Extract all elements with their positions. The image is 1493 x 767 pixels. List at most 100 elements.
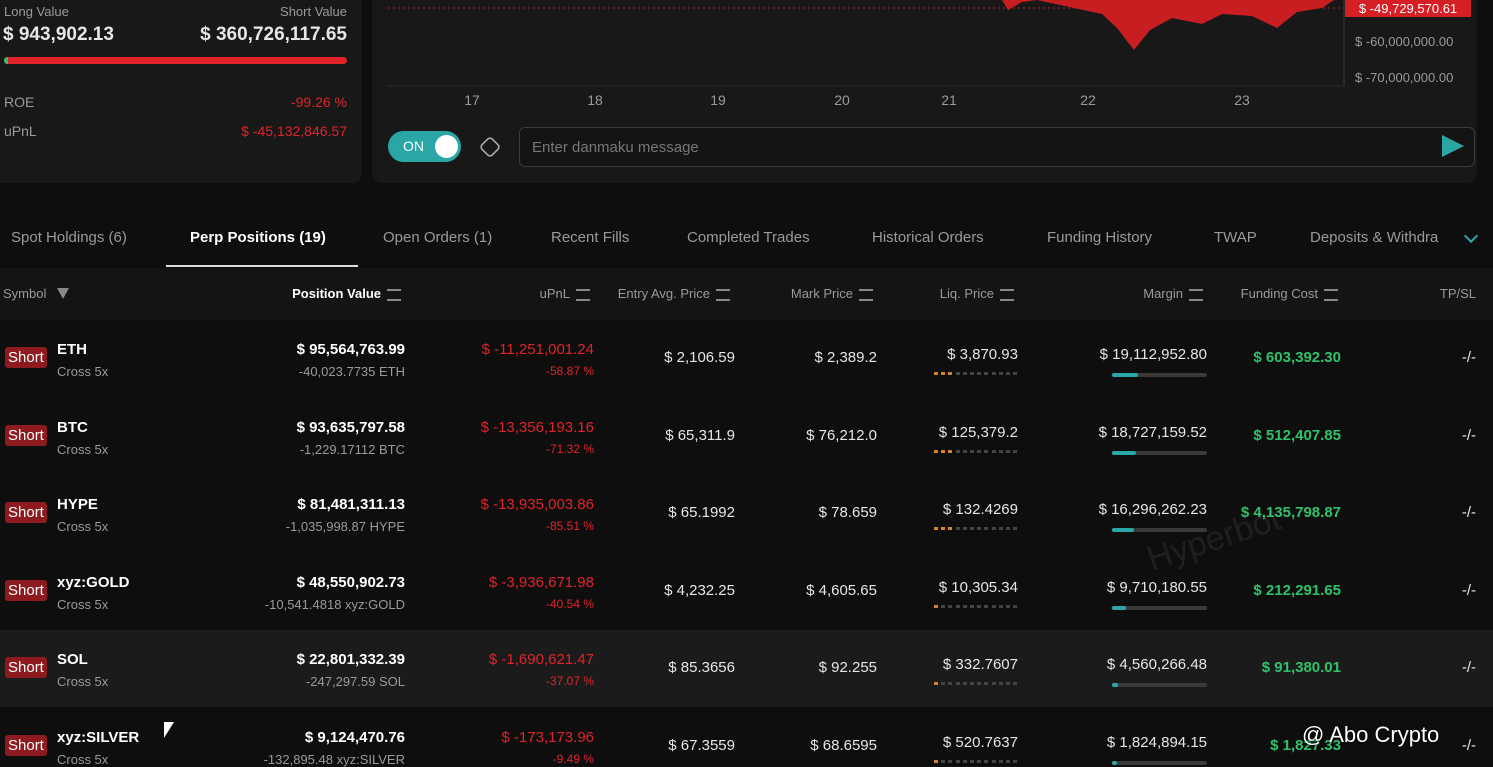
sort-icon[interactable] [1000,289,1014,301]
sort-icon[interactable] [716,289,730,301]
x-axis-label: 23 [1234,92,1250,108]
x-axis-label: 20 [834,92,850,108]
message-input[interactable]: Enter danmaku message [519,127,1475,167]
mark-price: $ 78.659 [818,504,877,521]
liq-indicator [991,759,996,763]
sort-icon[interactable] [387,289,401,301]
column-header[interactable]: Funding Cost [1240,286,1318,301]
tab-underline [166,265,358,267]
value: $ 943,902.13 [3,24,114,45]
margin-mode: Cross 5x [57,519,109,534]
tab[interactable]: Recent Fills [551,229,630,246]
sort-icon[interactable] [859,289,873,301]
liq-indicator [1013,527,1018,530]
tpsl[interactable]: -/- [1461,581,1476,599]
liq-price: $ 132.4269 [942,501,1018,518]
margin: $ 1,824,894.15 [1106,733,1207,751]
tab[interactable]: Completed Trades [687,229,810,246]
tab[interactable]: Perp Positions (19) [190,229,326,246]
tab[interactable]: TWAP [1214,229,1257,246]
column-header[interactable]: Entry Avg. Price [617,286,710,301]
liq-price: $ 125,379.2 [938,423,1018,441]
margin-bar [1112,683,1207,687]
margin: $ 19,112,952.80 [1099,346,1207,363]
liq-price: $ 520.7637 [942,733,1018,751]
column-header[interactable]: Mark Price [790,286,853,301]
liq-indicator [934,759,938,763]
tab[interactable]: Funding History [1047,229,1153,246]
x-axis-label: 18 [587,92,603,108]
tpsl[interactable]: -/- [1461,349,1476,366]
column-header[interactable]: uPnL [539,286,570,301]
summary-panel [0,0,362,183]
upnl-percent: -85.51 % [545,519,594,533]
pnl-chart [388,0,1345,87]
tpsl[interactable]: -/- [1461,504,1476,521]
sort-icon[interactable] [1324,289,1338,301]
liq-indicator [991,449,996,453]
entry-price: $ 4,232.25 [664,581,735,599]
sort-icon[interactable] [1189,289,1203,301]
liq-indicator [998,449,1003,453]
margin-bar [1112,760,1207,765]
liq-indicator [977,759,982,763]
credit-watermark: @ Abo Crypto [1302,722,1440,747]
filter-icon[interactable] [57,288,69,299]
tab[interactable]: Spot Holdings (6) [11,229,127,246]
ratio-bar [4,57,347,64]
upnl: $ -11,251,001.24 [481,341,594,358]
position-value: $ 9,124,470.76 [304,728,405,746]
column-header[interactable]: TP/SL [1439,286,1476,301]
liq-indicator [984,449,989,453]
liq-indicator [955,449,960,453]
column-header[interactable]: Margin [1143,286,1183,301]
tabs-expand[interactable] [1463,228,1479,244]
x-axis-label: 22 [1080,92,1096,108]
liq-indicator [941,604,946,608]
liq-indicator [998,604,1003,608]
liq-indicator [977,682,982,685]
margin-bar [1112,373,1207,377]
liq-indicator [941,527,946,530]
tab[interactable]: Deposits & Withdra [1310,229,1439,246]
liq-indicator [970,372,974,375]
column-header[interactable]: Symbol [3,286,47,301]
tpsl[interactable]: -/- [1461,659,1476,676]
symbol: ETH [57,341,87,358]
liq-indicator [962,604,967,608]
liq-indicator [991,682,996,685]
entry-price: $ 2,106.59 [664,349,735,366]
tpsl[interactable]: -/- [1461,736,1476,754]
toggle-knob [435,135,458,158]
margin-bar-fill [1112,605,1126,610]
upnl: $ -13,356,193.16 [480,418,594,436]
liq-indicator [955,604,960,608]
margin-mode: Cross 5x [57,364,109,379]
toggle[interactable]: ON [388,131,461,162]
tpsl[interactable]: -/- [1461,426,1476,444]
margin-bar-fill [1112,760,1117,765]
liq-indicator [1013,372,1018,375]
liq-indicator [962,372,967,375]
column-header[interactable]: Position Value [292,286,381,301]
liq-indicator [955,759,960,763]
liq-indicator [1006,759,1010,763]
liq-indicator [1006,372,1010,375]
sort-icon[interactable] [576,289,590,301]
side-badge: Short [5,424,47,446]
funding-cost: $ 603,392.30 [1253,349,1341,366]
liq-indicator [991,604,996,608]
liq-indicator [934,682,938,685]
tab[interactable]: Open Orders (1) [383,229,493,246]
column-header[interactable]: Liq. Price [939,286,994,301]
funding-cost: $ 1,827.33 [1270,736,1341,754]
value: $ 360,726,117.65 [200,24,347,45]
tab[interactable]: Historical Orders [872,229,984,246]
label: Short Value [280,4,347,19]
send-button[interactable] [1442,135,1464,157]
position-value: $ 81,481,311.13 [297,496,405,513]
position-value: $ 95,564,763.99 [296,341,405,358]
liq-indicator [977,527,982,530]
upnl: $ -13,935,003.86 [480,496,594,513]
